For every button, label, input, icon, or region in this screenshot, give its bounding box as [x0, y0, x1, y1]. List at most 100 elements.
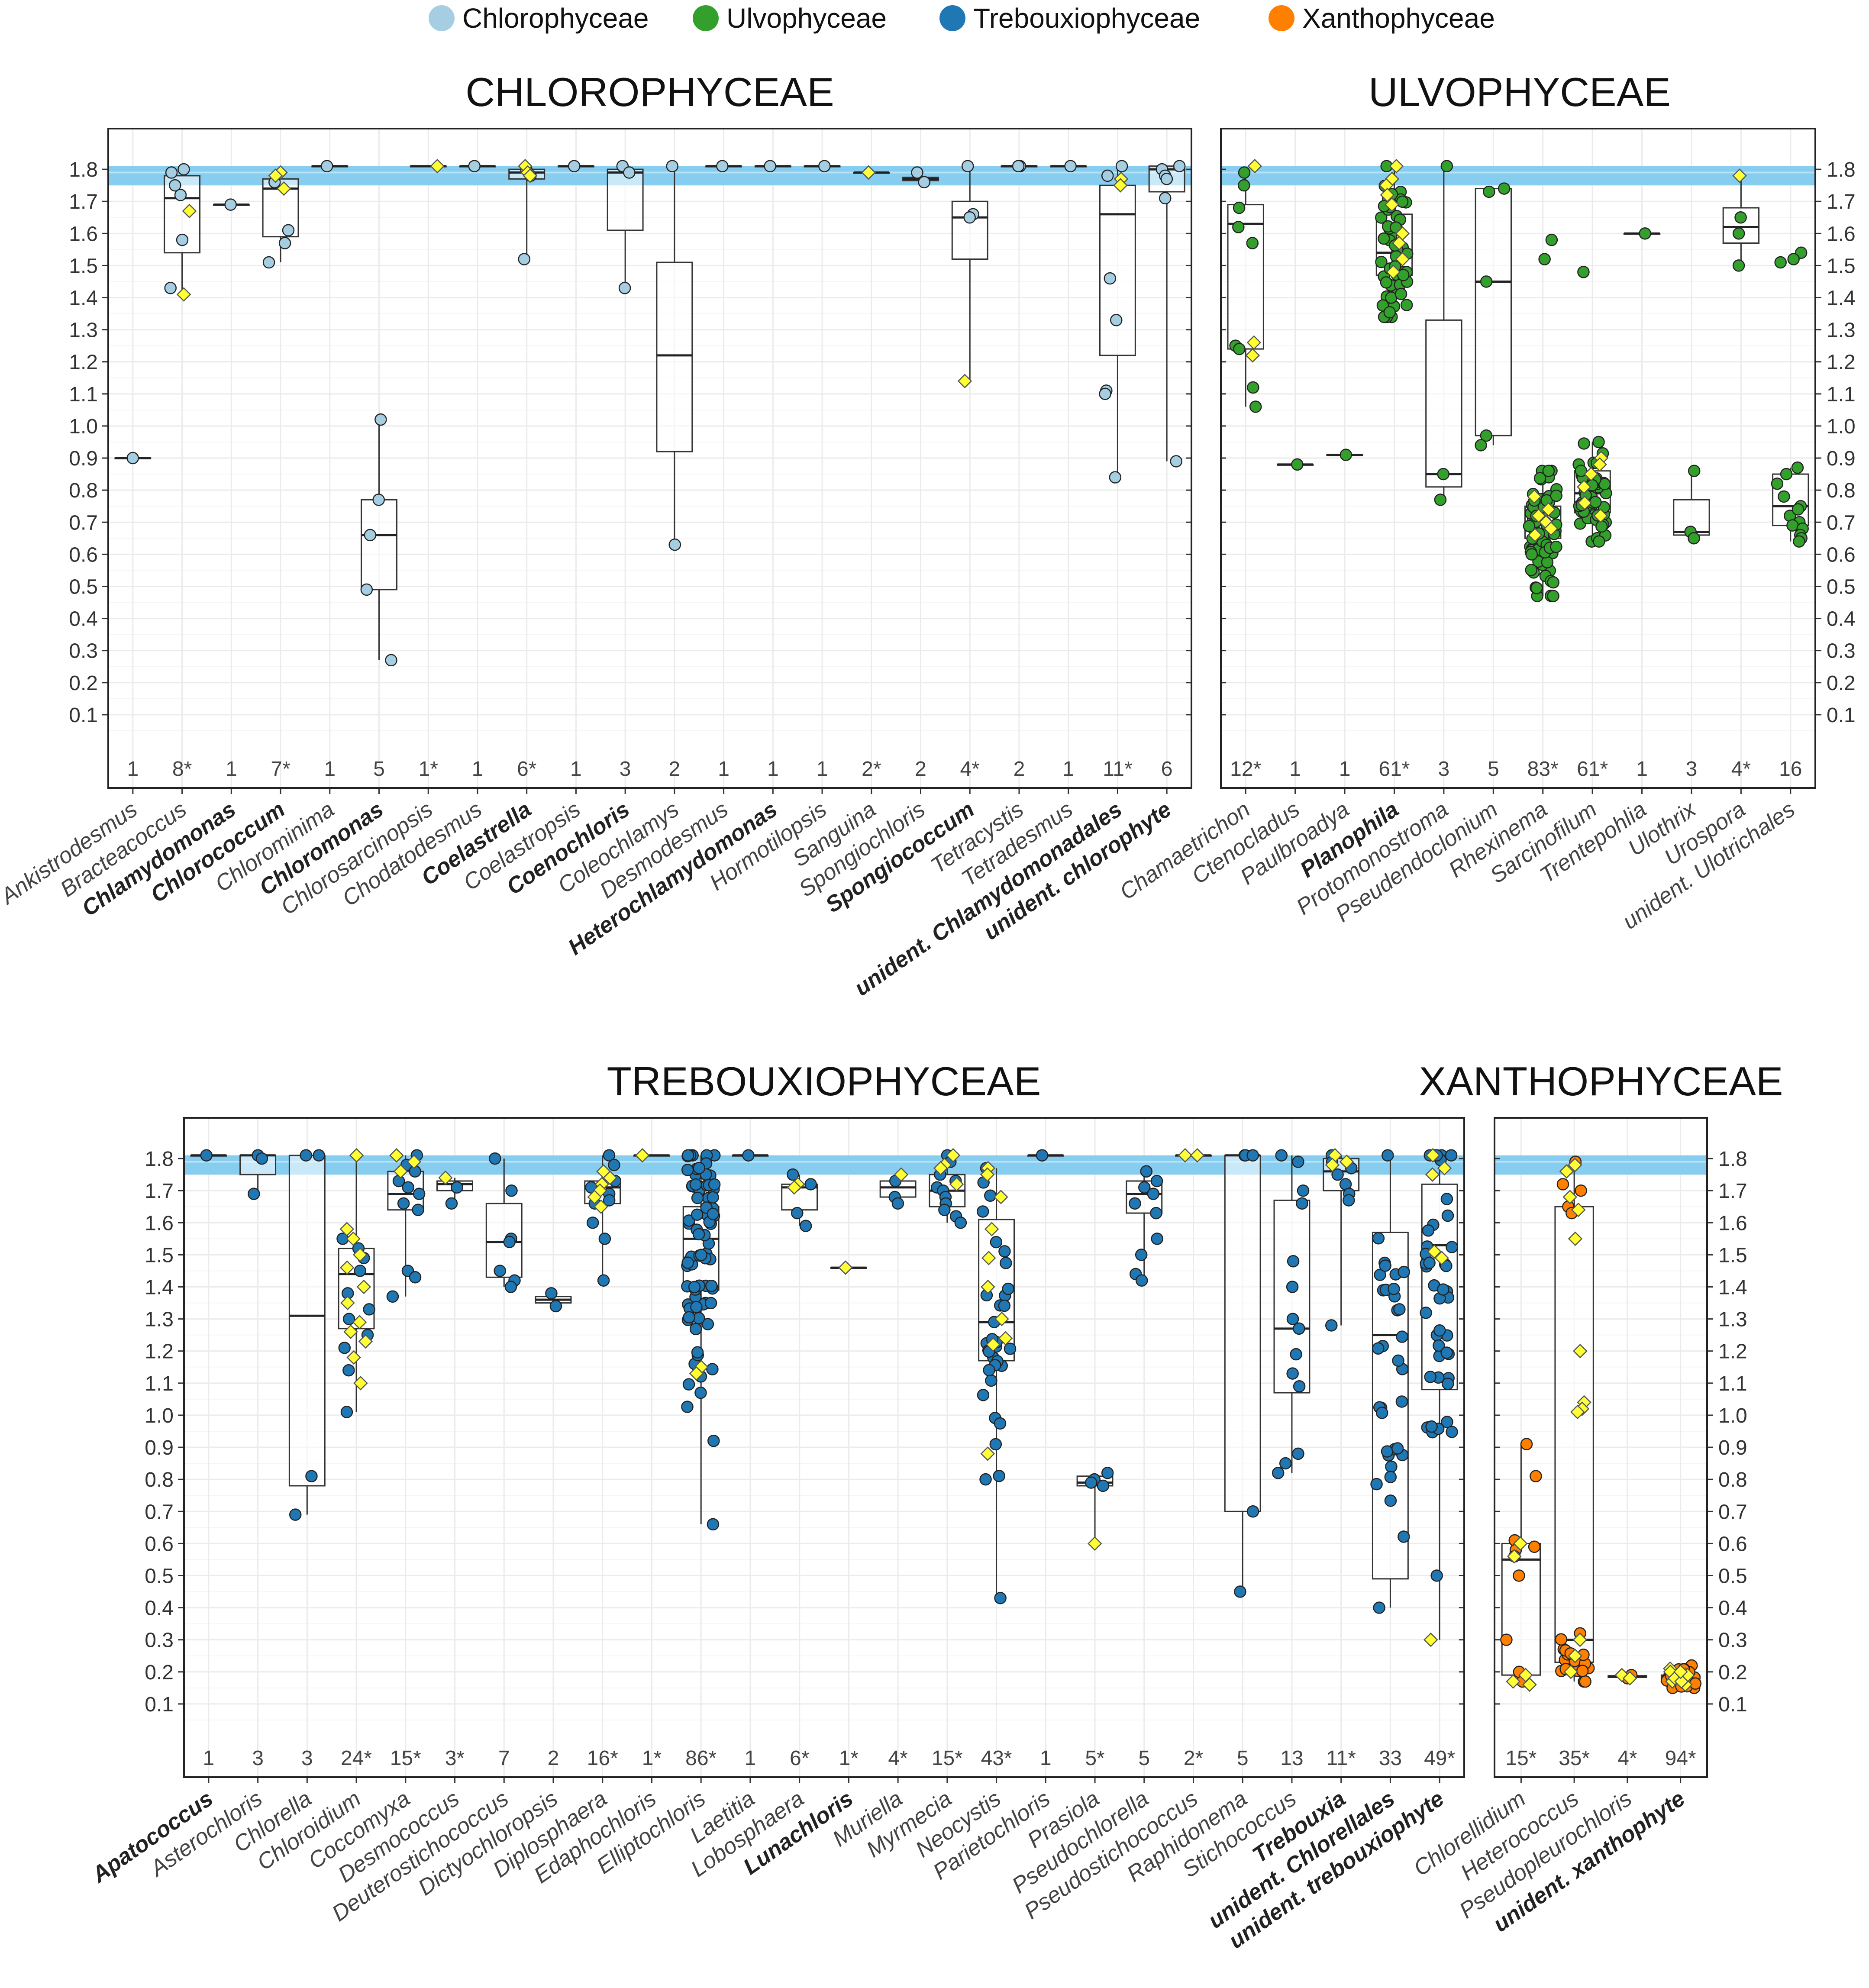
data-point: [1129, 1197, 1141, 1210]
n-label: 8*: [172, 758, 192, 781]
data-point: [989, 1438, 1002, 1451]
n-label: 2: [548, 1747, 559, 1770]
highlight-point: [980, 1167, 995, 1182]
n-label: 61*: [1577, 758, 1608, 781]
y-tick-label: 1.2: [1718, 1340, 1747, 1363]
data-point: [911, 166, 923, 179]
n-label: 3: [620, 758, 631, 781]
y-tick-label: 1.0: [145, 1404, 174, 1427]
y-tick-label: 0.5: [1718, 1565, 1747, 1588]
data-point: [489, 1152, 501, 1165]
y-tick-label: 0.7: [145, 1501, 174, 1523]
highlight-point: [1190, 1148, 1205, 1163]
n-label: 83*: [1527, 758, 1559, 781]
data-point: [248, 1188, 260, 1200]
highlight-point: [635, 1148, 650, 1163]
data-point: [1732, 227, 1745, 240]
data-point: [549, 1300, 562, 1313]
n-label: 1: [472, 758, 484, 781]
n-label: 3: [1438, 758, 1450, 781]
n-label: 3: [1686, 758, 1698, 781]
data-point: [1433, 1324, 1446, 1337]
data-point: [1036, 1149, 1049, 1162]
data-point: [1550, 540, 1562, 553]
data-point: [1159, 192, 1172, 205]
data-point: [1398, 1265, 1410, 1278]
legend-dot-trebouxiophyceae: [939, 5, 965, 31]
highlight-point: [352, 1315, 367, 1330]
data-point: [990, 1236, 1003, 1249]
highlight-point: [1674, 1674, 1689, 1689]
highlight-point: [1386, 265, 1401, 280]
data-point: [961, 160, 974, 172]
data-point: [1147, 1188, 1160, 1200]
box: [1475, 188, 1512, 436]
y-tick-label: 0.8: [145, 1468, 174, 1491]
data-point: [386, 1290, 399, 1303]
n-label: 1: [127, 758, 139, 781]
data-point: [1480, 275, 1493, 288]
n-label: 86*: [685, 1747, 717, 1770]
highlight-point: [587, 1190, 602, 1204]
data-point: [354, 1265, 366, 1277]
data-point: [1151, 1233, 1163, 1245]
data-point: [320, 160, 333, 172]
data-point: [340, 1406, 353, 1418]
data-point: [374, 413, 387, 426]
data-point: [1774, 256, 1787, 269]
data-point: [976, 1205, 989, 1218]
y-tick-label: 1.5: [1827, 255, 1856, 278]
y-tick-label: 0.1: [69, 704, 98, 727]
data-point: [1525, 564, 1537, 576]
data-point: [1384, 1471, 1397, 1483]
y-tick-label: 1.1: [145, 1372, 174, 1395]
data-point: [545, 1287, 558, 1300]
n-label: 1: [767, 758, 779, 781]
y-tick-label: 0.5: [69, 575, 98, 598]
n-label: 1: [203, 1747, 215, 1770]
data-point: [891, 1197, 904, 1210]
y-tick-label: 1.1: [69, 383, 98, 406]
data-point: [1787, 253, 1800, 265]
data-point: [255, 1152, 268, 1165]
data-point: [313, 1149, 325, 1162]
data-point: [1576, 1665, 1589, 1677]
data-point: [1238, 166, 1251, 179]
data-point: [1395, 1395, 1408, 1408]
data-point: [818, 160, 831, 172]
n-label: 35*: [1559, 1747, 1590, 1770]
data-point: [1530, 1470, 1542, 1482]
data-point: [200, 1149, 213, 1162]
data-point: [682, 1378, 695, 1391]
n-label: 6: [1161, 758, 1173, 781]
legend-label-chlorophyceae: Chlorophyceae: [462, 3, 649, 34]
data-point: [1110, 314, 1123, 326]
data-point: [1420, 1307, 1432, 1319]
highlight-point: [1423, 1632, 1438, 1647]
y-tick-label: 0.9: [1827, 447, 1856, 470]
box: [1224, 1155, 1261, 1512]
data-point: [1793, 535, 1805, 548]
data-point: [597, 1274, 610, 1287]
highlight-point: [356, 1279, 371, 1294]
y-tick-label: 0.3: [1827, 640, 1856, 663]
data-point: [342, 1364, 355, 1377]
data-point: [1372, 1232, 1385, 1245]
data-point: [1393, 1303, 1406, 1316]
highlight-point: [1088, 1536, 1102, 1551]
highlight-point: [1577, 496, 1592, 510]
highlight-point: [838, 1260, 853, 1275]
data-point: [1771, 478, 1784, 490]
n-label: 43*: [981, 1747, 1012, 1770]
data-point: [1556, 1178, 1569, 1191]
data-point: [518, 253, 530, 265]
box: [288, 1155, 326, 1487]
data-point: [707, 1434, 720, 1447]
data-point: [338, 1342, 351, 1354]
reference-band: [184, 1155, 1464, 1175]
data-point: [169, 179, 181, 192]
data-point: [691, 1208, 704, 1221]
highlight-point: [1531, 508, 1546, 523]
data-point: [787, 1168, 799, 1181]
data-point: [1385, 1460, 1398, 1473]
